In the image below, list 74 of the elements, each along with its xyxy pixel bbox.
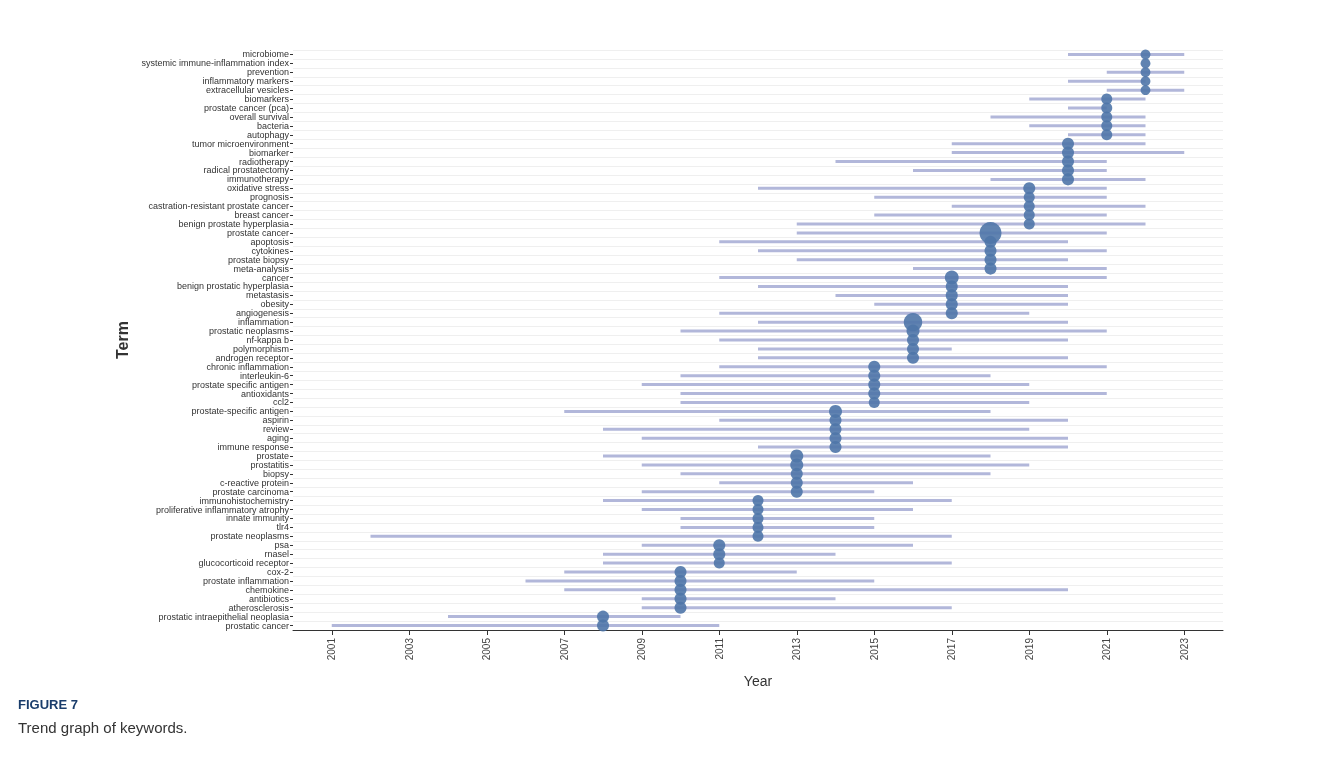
x-tick-label: 2009 [636, 637, 648, 661]
y-tick-label: antioxidants [240, 388, 290, 399]
y-tick-label: androgen receptor [215, 352, 289, 363]
text: Trend graph of keywords. [18, 719, 188, 736]
y-tick-label: prostate carcinoma [212, 486, 289, 497]
y-tick-label: review [262, 424, 290, 435]
y-tick-label: oxidative stress [226, 183, 290, 194]
y-tick-label: benign prostate hyperplasia [178, 219, 289, 229]
y-tick-label: prostate cancer (pca) [203, 103, 289, 113]
y-tick-label: bacteria [256, 120, 289, 131]
x-tick-label: 2017 [946, 637, 958, 661]
x-tick-label: 2011 [713, 637, 725, 660]
y-tick-label: interleukin-6 [239, 370, 289, 381]
y-tick-label: benign prostatic hyperplasia [176, 281, 289, 292]
y-tick-label: autophagy [246, 129, 290, 140]
y-tick-label: aspirin [262, 415, 289, 426]
y-tick-label: proliferative inflammatory atrophy [155, 504, 290, 515]
y-tick-label: overall survival [229, 111, 289, 122]
y-tick-label: prostate [256, 451, 289, 461]
y-tick-label: biopsy [262, 468, 290, 479]
y-tick-label: prevention [246, 67, 289, 78]
caption: FIGURE 7 [18, 697, 78, 712]
y-tick-label: chronic inflammation [206, 361, 289, 372]
y-tick-label: immunohistochemistry [199, 495, 290, 506]
y-tick-label: prostatitis [250, 459, 290, 470]
y-tick-label: microbiome [242, 49, 289, 60]
x-tick-label: 2019 [1023, 637, 1035, 661]
y-tick-label: angiogenesis [235, 308, 290, 319]
y-tick-label: psa [274, 540, 289, 551]
y-tick-label: prognosis [249, 192, 290, 203]
y-tick-label: systemic immune-inflammation index [141, 58, 290, 69]
y-tick-label: prostate inflammation [202, 575, 289, 586]
y-tick-label: tumor microenvironment [191, 138, 290, 149]
y-tick-label: apoptosis [250, 236, 290, 247]
y-tick-label: chemokine [245, 584, 289, 595]
y-tick-label: obesity [260, 299, 290, 310]
x-tick-label: 2001 [326, 637, 338, 661]
y-tick-label: prostate specific antigen [191, 379, 289, 390]
y-axis-title: Term [114, 321, 132, 359]
y-tick-label: biomarkers [244, 94, 290, 105]
y-tick-label: aging [266, 433, 289, 444]
x-tick-label: 2021 [1101, 637, 1113, 661]
x-tick-label: 2005 [481, 637, 493, 661]
y-tick-label: glucocorticoid receptor [198, 558, 289, 569]
y-tick-label: ccl2 [272, 397, 289, 408]
x-tick-label: 2003 [403, 637, 415, 661]
y-tick-label: prostate biopsy [227, 254, 290, 265]
y-tick-label: prostate-specific antigen [191, 406, 289, 417]
y-tick-label: radical prostatectomy [203, 165, 290, 176]
y-tick-label: breast cancer [234, 210, 289, 221]
y-tick-label: antibiotics [248, 593, 290, 604]
y-tick-label: cox-2 [266, 567, 289, 577]
y-tick-label: prostate neoplasms [210, 531, 290, 542]
y-tick-label: atherosclerosis [228, 602, 290, 613]
y-tick-label: c-reactive protein [219, 477, 289, 488]
x-tick-label: 2015 [868, 637, 880, 661]
y-tick-label: radiotherapy [238, 156, 290, 167]
y-tick-label: prostatic neoplasms [208, 326, 290, 337]
y-tick-label: immune response [217, 442, 289, 453]
y-tick-label: biomarker [248, 147, 289, 158]
bar [796, 231, 1107, 235]
y-tick-label: castration-resistant prostate cancer [148, 201, 289, 212]
y-tick-label: nf-kappa b [246, 335, 289, 345]
bar [758, 320, 1068, 324]
x-tick-label: 2007 [558, 637, 570, 661]
y-tick-label: prostatic cancer [225, 620, 289, 631]
y-tick-label: polymorphism [232, 343, 289, 354]
y-tick-label: meta-analysis [233, 263, 290, 274]
y-tick-label: cytokines [251, 245, 290, 256]
x-tick-label: 2023 [1178, 637, 1190, 661]
x-tick-label: 2013 [791, 637, 803, 661]
bar [719, 276, 1107, 280]
x-axis-title: Year [743, 673, 773, 689]
y-tick-label: prostatic intraepithelial neoplasia [158, 611, 289, 622]
